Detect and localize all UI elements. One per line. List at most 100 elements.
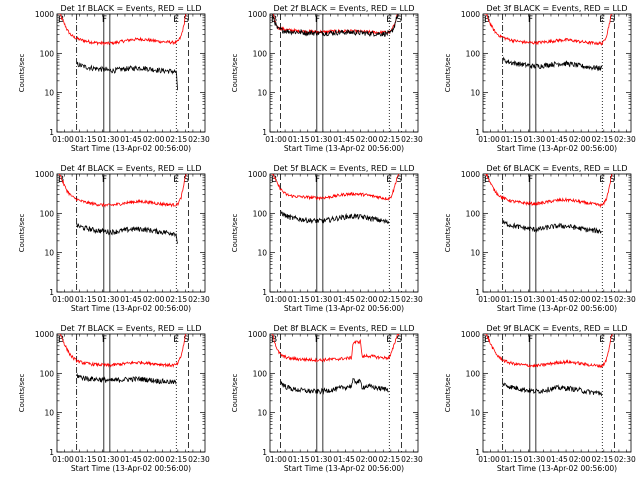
x-tick-label: 01:15 [501,135,523,144]
x-tick-label: 01:30 [98,455,120,464]
x-tick-label: 02:00 [356,135,378,144]
flag-label-s: S [609,335,615,345]
x-tick-label: 01:45 [333,135,355,144]
flag-label-b: B [484,15,490,25]
panel-det-1: Det 1f BLACK = Events, RED = LLD 1 10 100 10… [18,4,210,153]
series-lld-line [58,14,187,47]
x-axis-label: Start Time (13-Apr-02 00:56:00) [497,464,617,473]
flag-label-s: S [183,175,189,185]
flag-label-s: S [396,15,402,25]
flag-label-b: B [271,175,277,185]
x-tick-label: 01:15 [75,295,97,304]
x-tick-label: 02:15 [165,455,187,464]
x-tick-label: 02:30 [614,455,636,464]
x-axis-label: Start Time (13-Apr-02 00:56:00) [497,304,617,313]
y-tick-label: 100 [40,369,55,378]
x-tick-label: 01:15 [288,135,310,144]
x-tick-label: 02:30 [401,295,423,304]
x-tick-label: 01:30 [524,455,546,464]
series-lld-line [58,174,187,208]
flag-label-e: E [173,175,179,185]
x-tick-label: 02:30 [188,135,210,144]
flag-label-b: B [58,335,64,345]
flag-label-f: F [315,335,320,345]
panel-det-6: Det 6f BLACK = Events, RED = LLD 1 10 100 10… [444,164,636,313]
x-tick-label: 02:15 [165,135,187,144]
y-tick-label: 10 [44,249,54,258]
series-events-line [502,382,603,397]
y-axis-label: Counts/sec [231,214,239,253]
x-tick-label: 02:00 [143,135,165,144]
flag-label-e: E [173,335,179,345]
y-axis-label: Counts/sec [444,54,452,93]
x-tick-label: 02:00 [143,455,165,464]
series-events-line [502,56,603,72]
series-lld-line [271,334,400,363]
plot-frame [269,333,419,453]
y-axis-label: Counts/sec [18,54,26,93]
y-tick-label: 1000 [248,330,267,339]
x-tick-label: 01:45 [546,295,568,304]
y-axis-label: Counts/sec [18,214,26,253]
y-tick-label: 100 [253,369,268,378]
panel-title: Det 5f BLACK = Events, RED = LLD [273,164,414,173]
y-tick-label: 1000 [248,170,267,179]
series-lld-line [271,174,400,201]
series-lld-line [484,14,613,46]
panel-title: Det 9f BLACK = Events, RED = LLD [486,324,627,333]
flag-label-s: S [609,15,615,25]
x-tick-label: 01:45 [333,455,355,464]
y-tick-label: 1 [49,448,54,457]
flag-label-f: F [102,335,107,345]
x-axis-label: Start Time (13-Apr-02 00:56:00) [284,144,404,153]
x-tick-label: 01:15 [501,295,523,304]
x-tick-label: 02:15 [591,295,613,304]
y-tick-label: 1000 [35,170,54,179]
y-tick-label: 1 [475,448,480,457]
y-tick-label: 10 [470,409,480,418]
x-tick-label: 01:30 [524,295,546,304]
y-tick-label: 1 [262,128,267,137]
x-tick-label: 01:30 [524,135,546,144]
x-tick-label: 01:00 [478,135,500,144]
x-tick-label: 01:45 [120,135,142,144]
y-axis-label: Counts/sec [18,374,26,413]
series-events-line [76,61,178,91]
y-tick-label: 1000 [35,10,54,19]
x-tick-label: 01:45 [546,455,568,464]
x-tick-label: 02:00 [569,135,591,144]
y-tick-label: 1000 [461,330,480,339]
y-tick-label: 1 [49,288,54,297]
flag-label-e: E [386,175,392,185]
y-tick-label: 10 [470,89,480,98]
flag-label-b: B [58,175,64,185]
x-tick-label: 01:15 [288,295,310,304]
flag-label-f: F [528,175,533,185]
flag-label-b: B [58,15,64,25]
y-tick-label: 100 [40,209,55,218]
x-tick-label: 01:30 [98,295,120,304]
y-tick-label: 100 [466,49,481,58]
x-tick-label: 01:00 [265,135,287,144]
x-tick-label: 01:00 [52,135,74,144]
flag-label-f: F [315,175,320,185]
y-axis-label: Counts/sec [444,214,452,253]
flag-label-e: E [386,335,392,345]
x-tick-label: 02:00 [356,295,378,304]
x-tick-label: 01:45 [120,295,142,304]
y-tick-label: 100 [253,209,268,218]
flag-label-e: E [599,175,605,185]
y-tick-label: 10 [44,409,54,418]
x-tick-label: 02:00 [569,295,591,304]
x-tick-label: 01:45 [120,455,142,464]
series-events-line [502,220,603,234]
panel-title: Det 7f BLACK = Events, RED = LLD [60,324,201,333]
series-events-line [271,14,400,37]
x-tick-label: 02:15 [378,135,400,144]
panel-title: Det 4f BLACK = Events, RED = LLD [60,164,201,173]
panel-title: Det 2f BLACK = Events, RED = LLD [273,4,414,13]
panel-det-8: Det 8f BLACK = Events, RED = LLD 1 10 100 10… [231,324,423,473]
x-tick-label: 01:30 [311,135,333,144]
flag-label-s: S [396,175,402,185]
y-tick-label: 10 [44,89,54,98]
